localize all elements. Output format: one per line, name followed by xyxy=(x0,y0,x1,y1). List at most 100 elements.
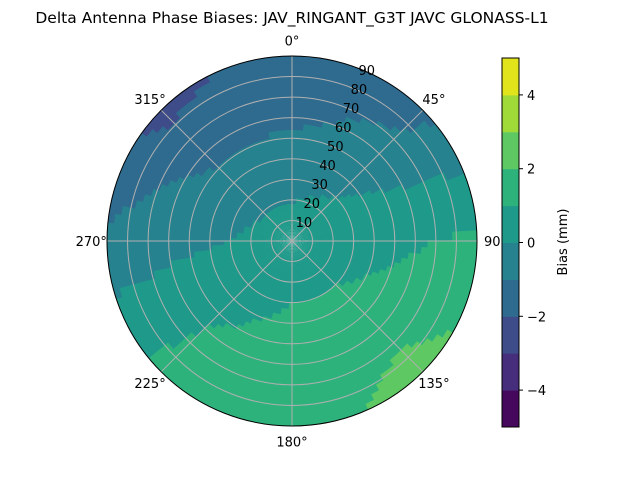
contour-cell xyxy=(308,209,315,217)
contour-cell xyxy=(298,86,309,94)
contour-cell xyxy=(297,236,305,240)
contour-cell xyxy=(384,240,392,247)
contour-cell xyxy=(302,245,310,250)
contour-cell xyxy=(426,247,435,257)
contour-cell xyxy=(291,327,298,335)
contour-cell xyxy=(295,216,299,224)
contour-cell xyxy=(416,205,426,215)
contour-cell xyxy=(297,233,304,238)
contour-cell xyxy=(303,243,311,247)
contour-cell xyxy=(301,219,307,227)
contour-cell xyxy=(298,204,302,212)
contour-cell xyxy=(291,129,299,137)
contour-cell xyxy=(400,215,409,225)
contour-cell xyxy=(313,225,321,230)
contour-cell xyxy=(291,376,301,384)
contour-cell xyxy=(343,203,352,211)
contour-cell xyxy=(322,259,331,266)
contour-cell xyxy=(299,314,306,322)
contour-cell xyxy=(296,147,303,156)
contour-cell xyxy=(296,244,303,249)
contour-cell xyxy=(333,249,341,255)
contour-cell xyxy=(309,195,315,203)
contour-cell xyxy=(299,74,311,82)
contour-cell xyxy=(420,226,429,235)
colorbar-band xyxy=(502,316,519,354)
contour-cell xyxy=(311,196,318,204)
contour-cell xyxy=(303,233,310,237)
contour-cell xyxy=(302,230,309,235)
contour-cell xyxy=(317,403,329,413)
contour-cell xyxy=(325,254,333,260)
contour-cell xyxy=(293,221,296,229)
contour-cell xyxy=(306,187,313,196)
contour-cell xyxy=(291,73,302,81)
contour-cell xyxy=(307,80,319,89)
contour-cell xyxy=(315,247,323,251)
contour-cell xyxy=(302,269,308,277)
contour-cell xyxy=(352,268,361,276)
contour-cell xyxy=(306,180,312,189)
contour-cell xyxy=(313,197,320,205)
contour-cell xyxy=(317,69,329,79)
colorbar-tick-label: 2 xyxy=(527,163,535,178)
contour-cell xyxy=(298,301,304,310)
contour-cell xyxy=(308,247,316,252)
contour-cell xyxy=(298,264,302,272)
contour-cell xyxy=(315,258,323,265)
contour-cell xyxy=(316,192,323,200)
contour-cell xyxy=(278,357,287,365)
contour-cell xyxy=(295,245,300,252)
contour-cell xyxy=(305,223,312,230)
contour-cell xyxy=(336,217,345,224)
contour-cell xyxy=(305,267,311,275)
contour-cell xyxy=(311,291,318,300)
contour-cell xyxy=(335,240,342,244)
contour-cell xyxy=(311,270,318,278)
contour-cell xyxy=(293,253,297,260)
contour-cell xyxy=(320,262,328,269)
contour-cell xyxy=(307,228,315,233)
contour-cell xyxy=(303,275,308,283)
colorbar-band xyxy=(502,168,519,207)
contour-cell xyxy=(436,208,446,219)
contour-cell xyxy=(331,256,339,262)
contour-cell xyxy=(319,301,327,310)
contour-cell xyxy=(347,234,355,239)
contour-cell xyxy=(292,247,295,254)
contour-cell xyxy=(420,247,429,256)
contour-cell xyxy=(462,212,471,224)
contour-cell xyxy=(384,235,392,242)
contour-cell xyxy=(344,255,353,261)
contour-cell xyxy=(454,204,464,216)
contour-cell xyxy=(280,56,294,57)
contour-cell xyxy=(296,258,300,266)
contour-cell xyxy=(305,281,311,289)
colorbar-band xyxy=(502,279,519,317)
contour-cell xyxy=(286,333,293,341)
contour-cell xyxy=(445,248,453,259)
contour-cell xyxy=(301,276,306,284)
contour-cell xyxy=(303,254,310,261)
contour-cell xyxy=(296,252,300,259)
theta-tick-label: 45° xyxy=(422,93,445,108)
contour-cell xyxy=(313,277,320,285)
contour-cell xyxy=(309,234,317,238)
contour-cell xyxy=(287,308,293,316)
contour-cell xyxy=(281,413,293,421)
contour-cell xyxy=(419,218,428,229)
contour-cell xyxy=(353,237,361,242)
contour-cell xyxy=(293,277,297,285)
contour-cell xyxy=(309,188,316,197)
contour-cell xyxy=(328,203,336,211)
contour-cell xyxy=(291,104,300,112)
contour-cell xyxy=(319,179,327,188)
contour-cell xyxy=(445,231,453,242)
contour-cell xyxy=(320,271,328,279)
contour-cell xyxy=(321,231,329,235)
contour-cell xyxy=(326,211,335,218)
contour-cell xyxy=(304,268,310,276)
contour-cell xyxy=(308,272,315,281)
contour-cell xyxy=(456,257,465,270)
